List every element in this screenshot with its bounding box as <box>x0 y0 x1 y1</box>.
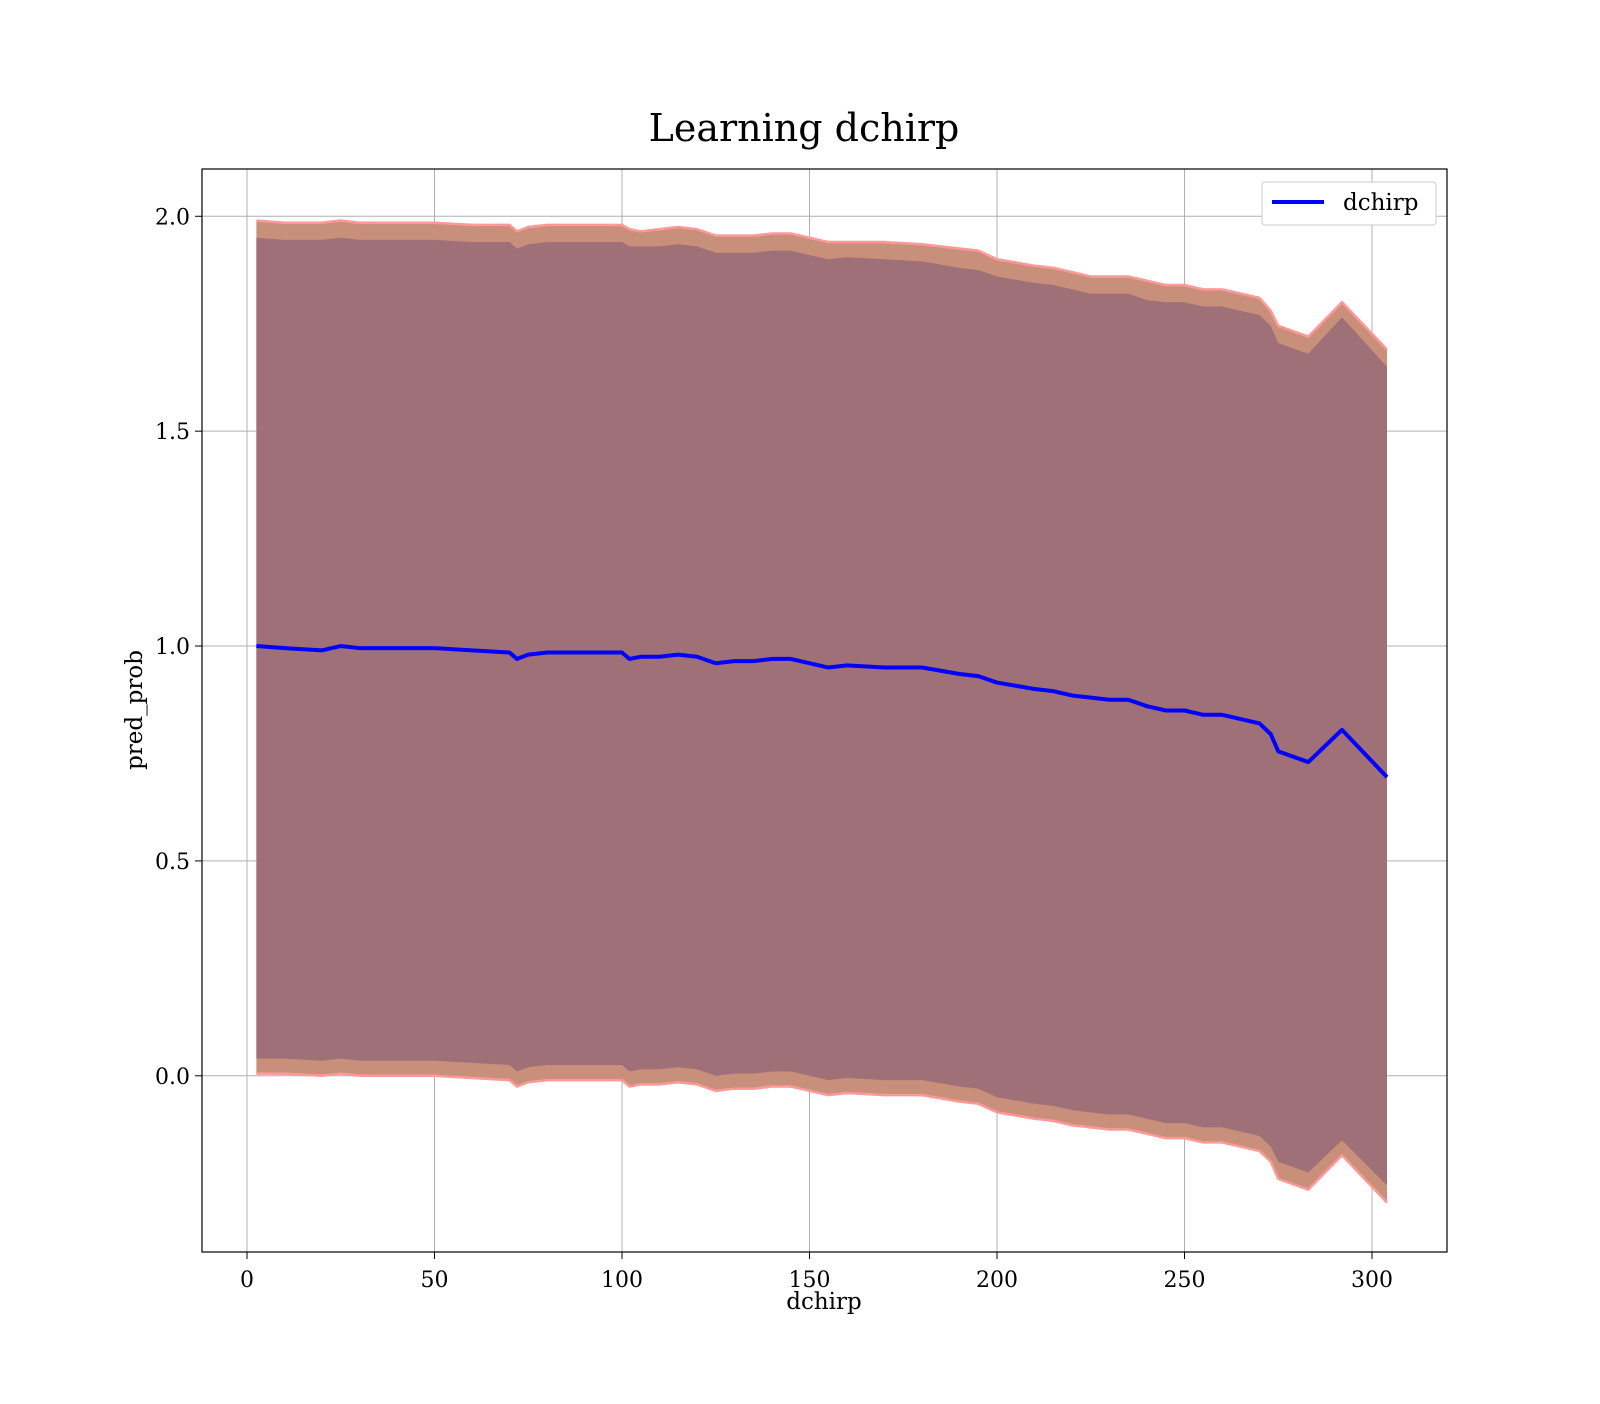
y-tick-label: 0.0 <box>155 1065 190 1090</box>
y-tick-label: 0.5 <box>155 850 190 875</box>
legend: dchirp <box>1261 181 1437 226</box>
band-layer <box>256 219 1388 1204</box>
legend-box <box>1261 181 1437 226</box>
x-tick-label: 300 <box>1351 1268 1393 1293</box>
y-tick-label: 1.0 <box>155 635 190 660</box>
inner-band <box>256 237 1387 1186</box>
legend-label-dchirp: dchirp <box>1343 190 1419 216</box>
x-tick-label: 150 <box>789 1268 831 1293</box>
x-tick-label: 200 <box>976 1268 1018 1293</box>
x-tick-label: 100 <box>601 1268 643 1293</box>
tick-layer: 0 50 100 150 200 250 300 0.0 0.5 1.0 1.5 2.0 <box>155 205 1393 1293</box>
x-tick-label: 50 <box>421 1268 449 1293</box>
y-tick-label: 1.5 <box>155 420 190 445</box>
chart-title: Learning dchirp <box>649 106 960 150</box>
plot-frame <box>201 168 1448 1253</box>
y-axis-label: pred_prob <box>122 650 148 770</box>
series-line-dchirp <box>256 644 1389 779</box>
x-tick-label: 0 <box>240 1268 254 1293</box>
x-axis-label: dchirp <box>786 1289 862 1315</box>
x-tick-label: 250 <box>1164 1268 1206 1293</box>
outer-band-lower-edge <box>256 1072 1388 1204</box>
y-tick-label: 2.0 <box>155 205 190 230</box>
outer-band-upper-edge <box>256 219 1388 351</box>
line-layer <box>256 644 1389 779</box>
